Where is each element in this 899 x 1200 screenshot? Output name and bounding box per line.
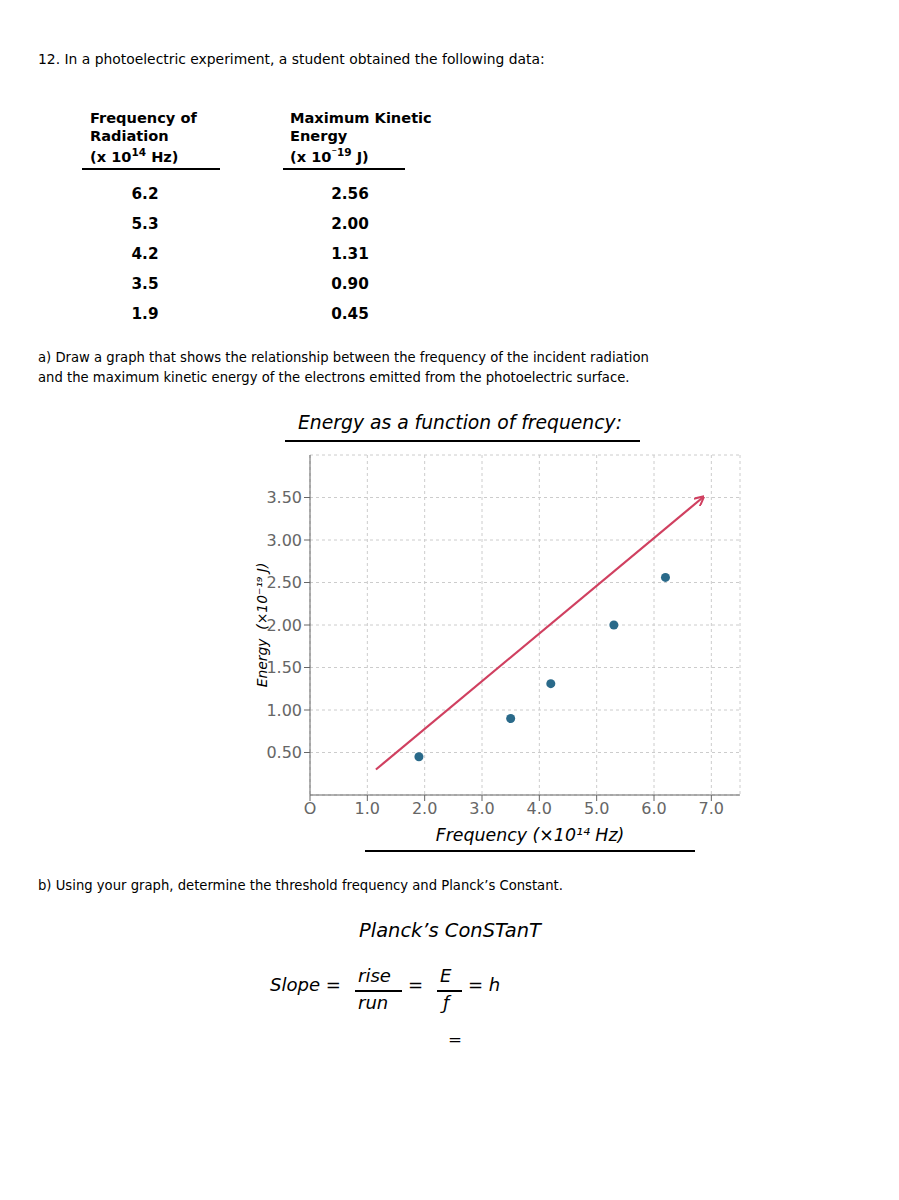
svg-text:6.0: 6.0 <box>641 799 666 818</box>
html-text:and the maximum kinetic energy: and the maximum kinetic energy of the el… <box>38 370 630 385</box>
svg-text:1.00: 1.00 <box>266 701 302 720</box>
html-text:2.56: 2.56 <box>331 185 369 203</box>
html-text:0.45: 0.45 <box>331 305 369 323</box>
svg-text:7.0: 7.0 <box>699 799 724 818</box>
html-text:Energy (×10⁻¹⁹ J): Energy (×10⁻¹⁹ J) <box>254 562 270 688</box>
html-text:3.5: 3.5 <box>131 275 159 293</box>
html-text:1.31: 1.31 <box>331 245 369 263</box>
svg-text:O: O <box>304 799 317 818</box>
html-text:run: run <box>358 992 389 1013</box>
html-text:rise: rise <box>358 965 391 986</box>
svg-text:2.0: 2.0 <box>412 799 437 818</box>
html-text:(x 10: (x 10 <box>90 147 132 165</box>
svg-text:3.50: 3.50 <box>266 488 302 507</box>
html-text:0.90: 0.90 <box>331 275 369 293</box>
html-text:(x 10⁻19J): (x 10⁻19J) <box>290 146 369 165</box>
html-text:a) Draw a graph that shows the: a) Draw a graph that shows the relations… <box>38 350 649 365</box>
html-text:1.9: 1.9 <box>131 305 159 323</box>
html-text:4.2: 4.2 <box>131 245 159 263</box>
html-text:b) Using your graph, determine: b) Using your graph, determine the thres… <box>38 878 563 893</box>
html-text:Energy: Energy <box>290 127 348 144</box>
html-text:ƒ: ƒ <box>443 992 450 1013</box>
svg-text:0.50: 0.50 <box>266 743 302 762</box>
html-text:Frequency (×10¹⁴ Hz): Frequency (×10¹⁴ Hz) <box>435 825 625 845</box>
html-text:2.00: 2.00 <box>331 215 369 233</box>
html-text:12. In a photoelectric experim: 12. In a photoelectric experiment, a stu… <box>38 51 545 67</box>
html-text:Energy as a function of freque: Energy as a function of frequency: <box>298 412 622 433</box>
html-text:= h: = h <box>468 974 501 995</box>
html-text:E: E <box>440 965 452 986</box>
html-text:Slope =: Slope = <box>270 974 341 995</box>
svg-text:2.00: 2.00 <box>266 616 302 635</box>
html-text:Maximum Kinetic: Maximum Kinetic <box>290 109 432 126</box>
html-text:Planck’s ConSTanT: Planck’s ConSTanT <box>359 919 541 942</box>
svg-text:2.50: 2.50 <box>266 573 302 592</box>
svg-text:1.0: 1.0 <box>355 799 380 818</box>
svg-text:5.0: 5.0 <box>584 799 609 818</box>
svg-text:1.50: 1.50 <box>266 658 302 677</box>
svg-text:3.00: 3.00 <box>266 531 302 550</box>
svg-text:3.0: 3.0 <box>469 799 494 818</box>
html-text:5.3: 5.3 <box>131 215 159 233</box>
html-text:6.2: 6.2 <box>131 185 159 203</box>
html-text:14Hz): 14Hz) <box>131 146 179 165</box>
html-text:Frequency of: Frequency of <box>90 109 197 126</box>
svg-text:4.0: 4.0 <box>527 799 552 818</box>
html-text:Radiation: Radiation <box>90 127 169 144</box>
